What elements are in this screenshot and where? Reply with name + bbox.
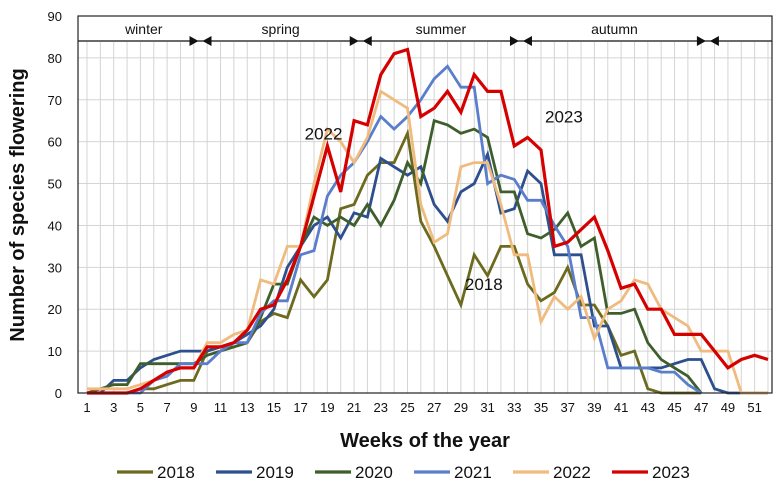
y-tick-label: 70 <box>48 93 62 108</box>
series-line-2022 <box>87 89 768 395</box>
x-tick-label: 3 <box>110 400 117 415</box>
legend-label-2022: 2022 <box>553 463 591 482</box>
y-tick-label: 40 <box>48 218 62 233</box>
y-tick-label: 10 <box>48 344 62 359</box>
x-tick-label: 17 <box>293 400 307 415</box>
arrow-right-icon <box>189 36 199 46</box>
x-tick-label: 25 <box>400 400 414 415</box>
arrow-right-icon <box>696 36 706 46</box>
series-line-2021 <box>87 64 702 395</box>
y-axis-title: Number of species flowering <box>7 68 29 341</box>
x-tick-label: 51 <box>747 400 761 415</box>
series-line-2023 <box>87 47 769 395</box>
legend-label-2020: 2020 <box>355 463 393 482</box>
x-tick-label: 21 <box>347 400 361 415</box>
x-tick-label: 15 <box>267 400 281 415</box>
annotation-2023: 2023 <box>545 108 583 127</box>
x-tick-label: 11 <box>214 400 228 415</box>
x-tick-label: 7 <box>164 400 171 415</box>
season-band-bg <box>78 16 772 42</box>
legend-label-2018: 2018 <box>157 463 195 482</box>
arrow-left-icon <box>709 36 719 46</box>
legend: 2018 2019 2020 2021 2022 2023 <box>117 463 690 482</box>
x-tick-label: 49 <box>721 400 735 415</box>
season-band: winter spring summer autumn <box>78 16 772 46</box>
y-tick-label: 80 <box>48 51 62 66</box>
plot-frame <box>77 15 773 394</box>
annotations: 2022 2023 2018 <box>305 108 583 295</box>
x-tick-label: 37 <box>560 400 574 415</box>
x-tick-label: 35 <box>534 400 548 415</box>
y-tick-label: 30 <box>48 260 62 275</box>
x-tick-label: 5 <box>137 400 144 415</box>
x-tick-label: 41 <box>614 400 628 415</box>
x-tick-label: 33 <box>507 400 521 415</box>
season-label-spring: spring <box>262 21 300 37</box>
y-tick-label: 0 <box>55 386 62 401</box>
annotation-2022: 2022 <box>305 124 343 143</box>
arrow-right-icon <box>349 36 359 46</box>
x-tick-label: 1 <box>83 400 90 415</box>
x-tick-label: 47 <box>694 400 708 415</box>
y-tick-labels: 0 10 20 30 40 50 60 70 80 90 <box>48 9 62 401</box>
y-tick-label: 60 <box>48 135 62 150</box>
arrow-left-icon <box>362 36 372 46</box>
x-tick-label: 27 <box>427 400 441 415</box>
y-tick-label: 20 <box>48 302 62 317</box>
season-label-summer: summer <box>416 21 467 37</box>
x-tick-label: 43 <box>641 400 655 415</box>
annotation-2018: 2018 <box>465 275 503 294</box>
x-tick-label: 9 <box>190 400 197 415</box>
arrow-left-icon <box>202 36 212 46</box>
x-tick-label: 19 <box>320 400 334 415</box>
series-line-2018 <box>87 128 702 395</box>
season-label-winter: winter <box>124 21 163 37</box>
series-lines <box>86 47 769 395</box>
y-tick-label: 50 <box>48 177 62 192</box>
x-tick-label: 45 <box>667 400 681 415</box>
x-tick-label: 39 <box>587 400 601 415</box>
arrow-left-icon <box>522 36 532 46</box>
legend-label-2023: 2023 <box>652 463 690 482</box>
x-axis-title: Weeks of the year <box>340 430 510 452</box>
x-tick-label: 31 <box>480 400 494 415</box>
series-line-2019 <box>87 149 768 395</box>
y-tick-label: 90 <box>48 9 62 24</box>
x-tick-label: 29 <box>454 400 468 415</box>
season-label-autumn: autumn <box>591 21 638 37</box>
legend-label-2021: 2021 <box>454 463 492 482</box>
x-tick-label: 23 <box>374 400 388 415</box>
x-tick-labels: 1 3 5 7 9 11 13 15 17 19 21 23 25 27 29 31 33 35 37 39 41 43 4… <box>83 400 761 415</box>
grid <box>78 15 772 394</box>
legend-label-2019: 2019 <box>256 463 294 482</box>
arrow-right-icon <box>509 36 519 46</box>
x-tick-label: 13 <box>240 400 254 415</box>
